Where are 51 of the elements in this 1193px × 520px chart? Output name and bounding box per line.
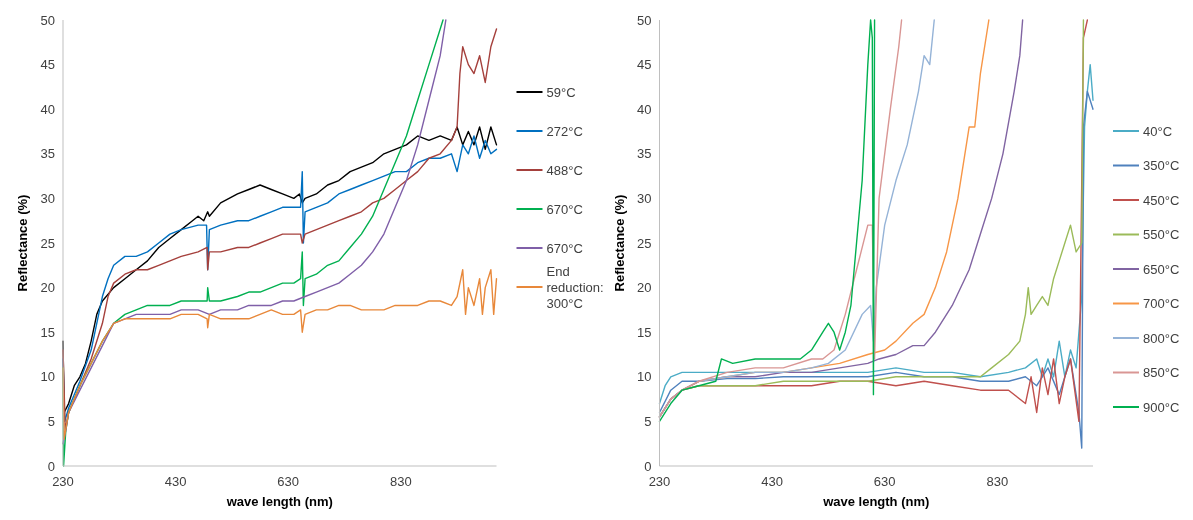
x-tick-label: 430 — [164, 474, 187, 489]
y-tick-label: 5 — [644, 413, 652, 429]
legend-label: 670°C — [546, 201, 583, 217]
legend-label: End reduction: 300°C — [546, 263, 604, 311]
legend-label: 700°C — [1143, 296, 1180, 312]
y-axis-title: Reflectance (%) — [611, 194, 627, 292]
x-axis-title: wave length (nm) — [822, 494, 930, 509]
y-tick-label: 40 — [40, 101, 55, 117]
y-tick-label: 25 — [637, 235, 652, 251]
y-tick-label: 30 — [40, 190, 55, 206]
legend-label: 650°C — [1143, 261, 1180, 277]
legend-label: 350°C — [1143, 158, 1180, 174]
y-tick-label: 30 — [637, 190, 652, 206]
x-tick-label: 830 — [986, 474, 1009, 489]
x-axis-title: wave length (nm) — [225, 494, 333, 509]
y-tick-label: 20 — [637, 280, 652, 296]
y-tick-label: 35 — [40, 146, 55, 162]
legend-label: 272°C — [546, 123, 583, 139]
y-tick-label: 20 — [40, 280, 55, 296]
x-tick-label: 430 — [761, 474, 783, 489]
legend-label: 40°C — [1143, 123, 1173, 139]
legend-label: 800°C — [1143, 330, 1180, 346]
y-tick-label: 10 — [637, 369, 652, 385]
legend-label: 488°C — [546, 162, 583, 178]
y-axis-title: Reflectance (%) — [15, 194, 30, 292]
x-tick-label: 630 — [277, 474, 300, 489]
legend-label: 850°C — [1143, 365, 1180, 381]
y-tick-label: 25 — [40, 235, 55, 251]
legend-label: 59°C — [546, 84, 576, 100]
y-tick-label: 15 — [40, 324, 55, 340]
line-series — [658, 90, 1094, 449]
legend-label: 550°C — [1143, 227, 1180, 243]
y-tick-label: 50 — [40, 12, 55, 28]
x-tick-label: 230 — [648, 474, 671, 489]
x-tick-label: 630 — [873, 474, 896, 489]
legend-label: 900°C — [1143, 399, 1180, 415]
y-tick-label: 5 — [47, 413, 55, 429]
y-tick-label: 45 — [40, 57, 55, 73]
line-series — [62, 269, 498, 440]
y-tick-label: 0 — [644, 458, 652, 474]
y-tick-label: 35 — [637, 146, 652, 162]
y-tick-label: 45 — [637, 57, 652, 73]
x-tick-label: 830 — [389, 474, 412, 489]
legend-label: 450°C — [1143, 192, 1180, 208]
y-tick-label: 50 — [637, 12, 652, 28]
x-tick-label: 230 — [52, 474, 74, 489]
y-tick-label: 40 — [637, 101, 652, 117]
y-tick-label: 0 — [47, 458, 55, 474]
y-tick-label: 15 — [637, 324, 652, 340]
y-tick-label: 10 — [40, 369, 55, 385]
legend-label: 670°C — [546, 240, 583, 256]
